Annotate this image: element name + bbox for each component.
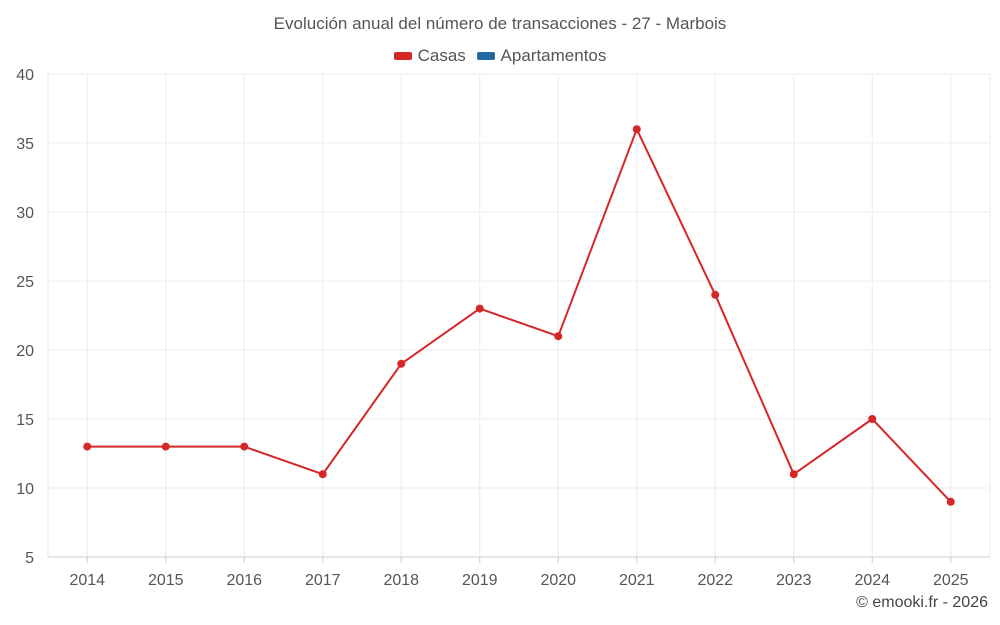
y-tick-label: 20 <box>16 343 34 360</box>
credit-text: © emooki.fr - 2026 <box>856 594 988 611</box>
legend-swatch-casas <box>393 52 412 60</box>
data-point <box>240 442 249 451</box>
x-tick-label: 2015 <box>148 572 184 589</box>
data-point <box>161 442 170 451</box>
series-line-casas <box>87 128 952 503</box>
legend-label-apartamentos: Apartamentos <box>500 46 607 65</box>
axes <box>47 74 991 563</box>
y-tick-label: 15 <box>16 412 34 429</box>
x-tick-label: 2019 <box>462 572 498 589</box>
grid-lines <box>48 73 990 558</box>
y-tick-label: 5 <box>25 550 34 567</box>
legend-swatch-apartamentos <box>476 52 495 60</box>
x-tick-label: 2014 <box>69 572 105 589</box>
x-tick-label: 2021 <box>619 572 655 589</box>
legend-label-casas: Casas <box>417 46 466 65</box>
y-tick-label: 40 <box>16 67 34 84</box>
x-tick-labels: 2014 2015 2016 2017 2018 2019 2020 2021 2022 2023… <box>69 572 968 589</box>
data-point <box>868 415 877 423</box>
x-tick-label: 2023 <box>776 572 812 589</box>
legend-item-apartamentos[interactable]: Apartamentos <box>476 46 607 66</box>
data-point <box>789 470 798 479</box>
legend-item-casas[interactable]: Casas <box>393 46 466 66</box>
x-tick-label: 2025 <box>933 572 969 589</box>
data-point <box>318 470 327 479</box>
data-point <box>946 497 955 506</box>
series-layer <box>83 125 955 506</box>
data-point <box>711 290 720 299</box>
x-tick-label: 2024 <box>854 572 890 589</box>
data-point <box>397 359 406 368</box>
x-tick-label: 2018 <box>383 572 419 589</box>
y-tick-labels: 5 10 15 20 25 30 35 40 <box>16 67 34 567</box>
y-tick-label: 30 <box>16 205 34 222</box>
data-point <box>83 442 92 451</box>
data-point <box>554 332 563 341</box>
x-tick-label: 2017 <box>305 572 341 589</box>
legend: Casas Apartamentos <box>0 45 1000 66</box>
data-point <box>632 125 641 134</box>
x-tick-label: 2020 <box>540 572 576 589</box>
x-tick-label: 2016 <box>226 572 262 589</box>
y-tick-label: 10 <box>16 481 34 498</box>
chart-title: Evolución anual del número de transaccio… <box>273 14 727 33</box>
y-tick-label: 25 <box>16 274 34 291</box>
data-point <box>475 304 484 313</box>
x-tick-label: 2022 <box>697 572 733 589</box>
y-tick-label: 35 <box>16 136 34 153</box>
